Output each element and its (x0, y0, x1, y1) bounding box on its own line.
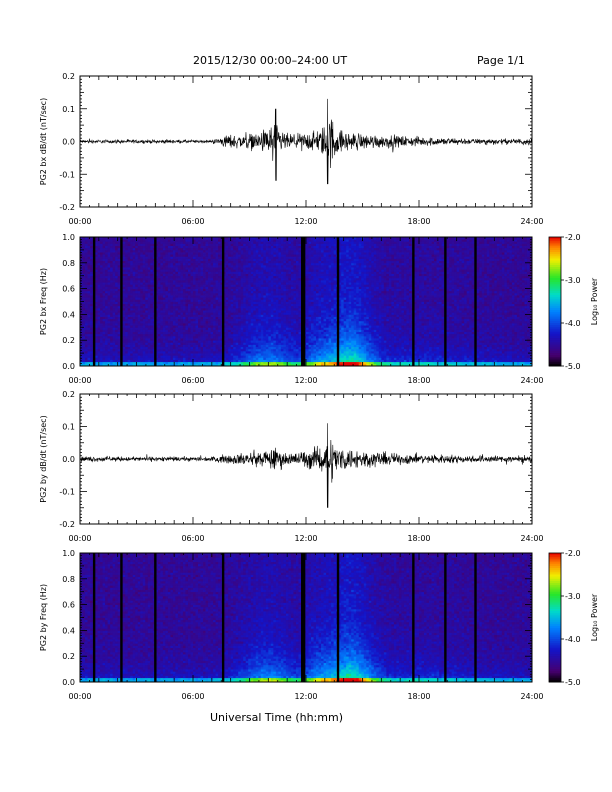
colorbar-tick-label: -4.0 (565, 635, 581, 644)
x-tick-label: 06:00 (181, 534, 204, 543)
x-tick-label: 24:00 (520, 217, 543, 226)
data-gap (93, 237, 95, 366)
series-line (80, 99, 532, 184)
x-tick-label: 00:00 (68, 217, 91, 226)
data-gap (337, 237, 339, 366)
x-tick-label: 06:00 (181, 692, 204, 701)
colorbar-tick-label: -5.0 (565, 362, 581, 371)
data-gap (93, 553, 95, 682)
y-tick-label: -0.2 (59, 520, 75, 529)
y-tick-label: -0.1 (59, 488, 75, 497)
y-tick-label: 1.0 (62, 549, 75, 558)
x-tick-label: 24:00 (520, 534, 543, 543)
colorbar-tick-label: -2.0 (565, 233, 581, 242)
data-gap (120, 553, 122, 682)
colorbar-label: Log₁₀ Power (590, 593, 599, 641)
data-gap (303, 237, 305, 366)
colorbar-tick-label: -2.0 (565, 549, 581, 558)
data-gap (412, 237, 414, 366)
y-tick-label: 1.0 (62, 233, 75, 242)
spectrogram (80, 237, 532, 366)
y-tick-label: -0.1 (59, 170, 75, 179)
colorbar (549, 553, 564, 683)
data-gap (444, 553, 446, 682)
x-tick-label: 00:00 (68, 692, 91, 701)
y-axis-label: PG2 by Freq (Hz) (39, 584, 48, 651)
x-tick-label: 24:00 (520, 376, 543, 385)
data-gap (412, 553, 414, 682)
y-tick-label: 0.0 (62, 455, 75, 464)
y-tick-label: 0.0 (62, 138, 75, 147)
x-tick-label: 18:00 (407, 692, 430, 701)
y-tick-label: 0.8 (62, 575, 75, 584)
y-tick-label: 0.0 (62, 678, 75, 687)
x-tick-label: 00:00 (68, 534, 91, 543)
y-tick-label: 0.1 (62, 423, 75, 432)
y-tick-label: 0.2 (62, 72, 75, 81)
colorbar-tick-label: -3.0 (565, 592, 581, 601)
y-tick-label: 0.2 (62, 336, 75, 345)
panel-3-axes (80, 394, 532, 524)
data-gap (337, 553, 339, 682)
data-gap (222, 553, 224, 682)
colorbar-tick-label: -4.0 (565, 319, 581, 328)
x-tick-label: 00:00 (68, 376, 91, 385)
plot-frame (80, 394, 532, 524)
data-gap (474, 237, 476, 366)
y-axis-label: PG2 by dB/dt (nT/sec) (39, 415, 48, 502)
y-tick-label: 0.2 (62, 652, 75, 661)
y-tick-label: 0.6 (62, 601, 75, 610)
x-tick-label: 12:00 (294, 692, 317, 701)
y-axis-label: PG2 bx Freq (Hz) (39, 268, 48, 335)
x-tick-label: 12:00 (294, 534, 317, 543)
data-gap (474, 553, 476, 682)
data-gap (154, 237, 156, 366)
x-tick-label: 24:00 (520, 692, 543, 701)
colorbar (549, 237, 564, 367)
y-tick-label: 0.0 (62, 362, 75, 371)
x-axis-title: Universal Time (hh:mm) (210, 711, 343, 724)
y-tick-label: 0.8 (62, 259, 75, 268)
x-tick-label: 18:00 (407, 217, 430, 226)
colorbar-tick-label: -5.0 (565, 678, 581, 687)
y-tick-label: 0.6 (62, 285, 75, 294)
data-gap (154, 553, 156, 682)
y-axis-label: PG2 bx dB/dt (nT/sec) (39, 98, 48, 185)
x-tick-label: 18:00 (407, 376, 430, 385)
data-gap (222, 237, 224, 366)
series-line (80, 423, 532, 508)
data-gap (444, 237, 446, 366)
y-tick-label: 0.2 (62, 390, 75, 399)
colorbar-tick-label: -3.0 (565, 276, 581, 285)
colorbar-label: Log₁₀ Power (590, 277, 599, 325)
y-tick-label: 0.4 (62, 310, 75, 319)
x-tick-label: 06:00 (181, 217, 204, 226)
x-tick-label: 12:00 (294, 376, 317, 385)
y-tick-label: -0.2 (59, 203, 75, 212)
data-gap (303, 553, 305, 682)
y-tick-label: 0.4 (62, 626, 75, 635)
x-tick-label: 06:00 (181, 376, 204, 385)
spectrogram (80, 553, 532, 682)
y-tick-label: 0.1 (62, 105, 75, 114)
x-tick-label: 18:00 (407, 534, 430, 543)
x-tick-label: 12:00 (294, 217, 317, 226)
data-gap (120, 237, 122, 366)
